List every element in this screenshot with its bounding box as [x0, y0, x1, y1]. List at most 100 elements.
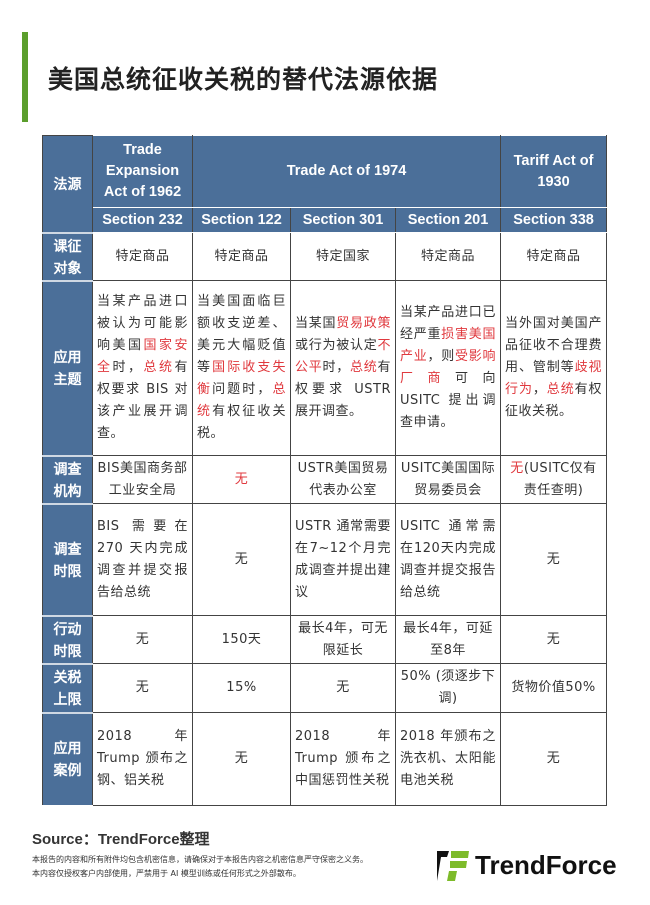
table-cell: 无 [192, 455, 291, 504]
table-cell: 无 [500, 615, 608, 664]
corner-header: 法源 [42, 135, 93, 233]
table-cell: 150天 [192, 615, 291, 664]
row-header: 调查时限 [42, 502, 93, 616]
table-cell: 当某国贸易政策或行为被认定不公平时，总统有权要求 USTR 展开调查。 [290, 280, 396, 456]
title-accent-bar [22, 32, 28, 122]
table-cell: USITC美国国际贸易委员会 [394, 455, 502, 504]
cell-text: 有权征收关税。 [505, 382, 603, 419]
highlight-text: 总统 [546, 382, 575, 397]
table-cell: 无 [290, 663, 396, 713]
page-title: 美国总统征收关税的替代法源依据 [48, 65, 439, 94]
table-cell: 当某产品进口已经严重损害美国产业，则受影响厂商可向 USITC 提出调查申请。 [394, 280, 502, 456]
table-cell: 无(USITC仅有责任查明) [500, 455, 608, 504]
table-row: 行动时限 无 150天 最长4年，可无限延长 最长4年，可延至8年 无 [42, 614, 608, 664]
table-cell: 15% [192, 663, 291, 713]
cell-text: 货物价值50% [511, 680, 596, 695]
table-row: 课征对象 特定商品 特定商品 特定国家 特定商品 特定商品 [42, 231, 608, 281]
cell-text: 当美国面临巨额收支逆差、美元大幅贬值等 [197, 294, 286, 375]
cell-text: (USITC仅有责任查明) [523, 460, 597, 498]
cell-text: ， [532, 382, 547, 397]
table-cell: USTR 通常需要在7~12个月完成调查并提出建议 [290, 503, 396, 616]
section-header: Section 338 [500, 207, 608, 233]
table-cell: 当某产品进口被认为可能影响美国国家安全时，总统有权要求 BIS 对该产业展开调查… [92, 280, 193, 456]
row-header: 课征对象 [42, 231, 93, 281]
highlight-text: 无 [510, 460, 524, 476]
cell-text: 当外国对美国产品征收不合理费用、管制等 [505, 316, 603, 375]
table-cell: 无 [192, 503, 291, 616]
cell-text: 特定商品 [214, 248, 269, 264]
cell-text: 无 [546, 631, 561, 647]
row-header: 行动时限 [42, 614, 93, 664]
cell-text: 无 [546, 751, 561, 766]
table-cell: 最长4年，可延至8年 [394, 615, 502, 664]
table-cell: 特定商品 [192, 232, 291, 281]
section-header: Section 122 [192, 207, 291, 233]
table-cell: 无 [192, 712, 291, 806]
cell-text: 问题时， [212, 382, 273, 397]
trendforce-logo-icon [437, 850, 469, 881]
cell-text: 当某国 [295, 316, 337, 331]
cell-text: 可向 USITC 提出调查申请。 [400, 371, 497, 430]
highlight-text: 受影响厂商 [400, 349, 496, 386]
disclaimer-line: 本内容仅授权客户内部使用，严禁用于 AI 模型训练或任何形式之外部散布。 [32, 869, 301, 878]
row-header: 关税上限 [42, 662, 93, 713]
law-group-header: Trade Act of 1974 [191, 135, 502, 208]
table-cell: USITC 通常需在120天内完成调查并提交报告给总统 [394, 503, 502, 616]
table-row: 应用案例 2018 年 Trump 颁布之钢、铝关税 无 2018 年 Trump 颁… [42, 711, 608, 806]
table-cell: 最长4年，可无限延长 [290, 615, 396, 664]
cell-text: 当某产品进口已经严重 [400, 305, 497, 342]
cell-text: 无 [135, 680, 150, 695]
highlight-text: 贸易政策 [336, 316, 391, 331]
table-cell: 无 [500, 712, 608, 806]
table-cell: 无 [92, 615, 193, 664]
table-row: 关税上限 无 15% 无 50% (须逐步下调) 货物价值50% [42, 662, 608, 713]
source-note: Source：TrendForce整理 [32, 831, 210, 848]
table-cell: 无 [92, 663, 193, 713]
table-row: 调查时限 BIS 需要在 270 天内完成调查并提交报告给总统 无 USTR 通常需要… [42, 502, 608, 616]
cell-text: 2018 年 Trump 颁布之中国惩罚性关税 [295, 729, 391, 788]
highlight-text: 国家安全 [97, 338, 188, 375]
cell-text: BIS美国商务部工业安全局 [97, 460, 188, 498]
table-cell: 2018 年颁布之洗衣机、太阳能电池关税 [394, 712, 502, 806]
table-cell: 特定商品 [500, 232, 608, 281]
cell-text: 15% [226, 680, 257, 695]
cell-text: 2018 年 Trump 颁布之钢、铝关税 [97, 729, 188, 788]
trendforce-logo: TrendForce [437, 850, 617, 881]
table-row: 调查机构 BIS美国商务部工业安全局 无 USTR美国贸易代表办公室 USITC美国国际… [42, 454, 608, 504]
table-cell: 50% (须逐步下调) [394, 663, 502, 713]
cell-text: 特定商品 [421, 248, 476, 264]
table-cell: 特定国家 [290, 232, 396, 281]
cell-text: 有权征收关税。 [197, 404, 286, 441]
table-cell: BIS 需要在 270 天内完成调查并提交报告给总统 [92, 503, 193, 616]
cell-text: 无 [234, 551, 249, 567]
table-cell: 无 [500, 503, 608, 616]
table-cell: 2018 年 Trump 颁布之中国惩罚性关税 [290, 712, 396, 806]
cell-text: 有权要求 BIS 对该产业展开调查。 [97, 360, 188, 441]
cell-text: 无 [234, 751, 249, 766]
logo-text: TrendForce [475, 850, 617, 880]
cell-text: 最长4年，可无限延长 [298, 620, 388, 658]
table-cell: 2018 年 Trump 颁布之钢、铝关税 [92, 712, 193, 806]
cell-text: USITC 通常需在120天内完成调查并提交报告给总统 [400, 518, 497, 600]
row-header: 调查机构 [42, 454, 93, 504]
legal-basis-table: 法源 Trade Expansion Act of 1962 Trade Act … [42, 135, 608, 806]
table-cell: USTR美国贸易代表办公室 [290, 455, 396, 504]
cell-text: 时， [322, 360, 350, 375]
cell-text: 无 [135, 631, 150, 647]
law-group-header: Trade Expansion Act of 1962 [92, 135, 193, 208]
cell-text: BIS 需要在 270 天内完成调查并提交报告给总统 [97, 518, 188, 600]
cell-text: 时， [112, 360, 144, 375]
highlight-text: 歧视行为 [505, 360, 603, 397]
table-cell: BIS美国商务部工业安全局 [92, 455, 193, 504]
highlight-text: 总统 [349, 360, 378, 375]
highlight-text: 总统 [143, 360, 175, 375]
table-cell: 当美国面临巨额收支逆差、美元大幅贬值等国际收支失衡问题时，总统有权征收关税。 [192, 280, 291, 456]
disclaimer: 本报告的内容和所有附件均包含机密信息，请确保对于本报告内容之机密信息严守保密之义… [32, 853, 368, 881]
row-header: 应用案例 [42, 711, 93, 806]
cell-text: 无 [336, 680, 350, 695]
cell-text: 无 [546, 551, 561, 567]
cell-text: 150天 [221, 631, 262, 647]
cell-text: 当某产品进口被认为可能影响美国 [97, 294, 188, 353]
cell-text: USTR美国贸易代表办公室 [297, 460, 389, 498]
cell-text: 2018 年颁布之洗衣机、太阳能电池关税 [400, 729, 497, 788]
